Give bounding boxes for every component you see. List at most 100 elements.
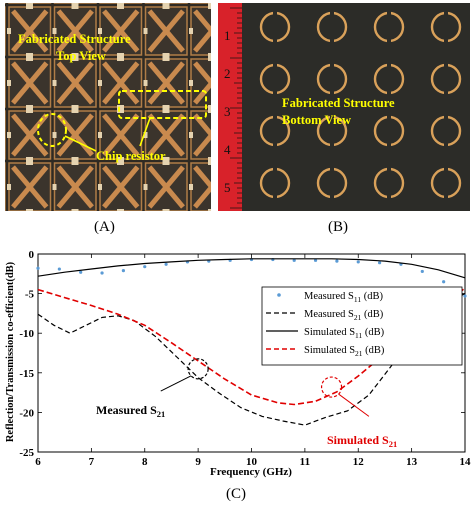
annotation-layer: Measured S21 Simulated S21 (96, 358, 397, 449)
ring-gap (444, 63, 448, 67)
legend-label: Simulated S21 (dB) (304, 345, 385, 358)
ring-gap (387, 115, 391, 119)
ruler-number: 1 (224, 28, 231, 43)
ring-gap (330, 39, 334, 43)
legend-label: Measured S11 (dB) (304, 291, 383, 304)
panel-c-label: (C) (226, 486, 246, 502)
ring-gap (387, 167, 391, 171)
panel-a-top-view: Fabricated Structure Top View Chip resis… (5, 3, 211, 235)
measured-s11-point (164, 262, 168, 266)
copper-ring-grid (259, 11, 462, 199)
x-tick-label: 13 (406, 456, 418, 468)
ring-gap (273, 195, 277, 199)
ring-gap (273, 167, 277, 171)
ring-gap (273, 143, 277, 147)
ring-gap (330, 11, 334, 15)
ring-gap (330, 143, 334, 147)
ring-gap (330, 195, 334, 199)
ring-gap (273, 39, 277, 43)
y-tick-label: -15 (19, 368, 34, 380)
legend-label: Simulated S11 (dB) (304, 327, 385, 340)
bottom-view-title-line1: Fabricated Structure (282, 96, 395, 110)
ruler-number: 3 (224, 104, 231, 119)
x-tick-label: 11 (300, 456, 310, 468)
x-tick-label: 6 (35, 456, 41, 468)
ring-gap (444, 91, 448, 95)
x-axis-ticks: 6 7 8 9 10 11 12 13 14 (35, 254, 471, 468)
y-tick-label: -20 (19, 407, 34, 419)
y-tick-label: -10 (19, 328, 34, 340)
x-tick-label: 10 (246, 456, 258, 468)
ring-gap (444, 39, 448, 43)
ring-gap (387, 39, 391, 43)
ruler-number: 4 (224, 142, 231, 157)
measured-s11-point (143, 265, 147, 269)
legend-label: Measured S21 (dB) (304, 309, 384, 322)
chip-resistor-box-highlight (118, 90, 207, 119)
legend: Measured S11 (dB) Measured S21 (dB) Simula… (261, 286, 463, 366)
top-view-title-line2: Top View (56, 49, 106, 63)
ring-gap (387, 63, 391, 67)
measured-s21-line (37, 293, 466, 426)
ring-gap (387, 195, 391, 199)
ring-gap (444, 11, 448, 15)
ring-gap (444, 195, 448, 199)
simulated-s11-line (37, 258, 466, 279)
x-tick-label: 8 (142, 456, 148, 468)
annotation-label: Measured S21 (96, 403, 165, 419)
panel-b-label: (B) (328, 219, 348, 235)
x-tick-label: 14 (460, 456, 472, 468)
annotation-arrow (338, 393, 370, 417)
measured-s11-point (356, 260, 360, 264)
ring-gap (444, 115, 448, 119)
measured-s11-point (335, 259, 339, 263)
x-axis-label: Frequency (GHz) (210, 466, 292, 478)
y-axis-label: Reflection/Transmission co-efficient(dB) (5, 261, 16, 442)
ring-gap (273, 63, 277, 67)
ring-gap (330, 63, 334, 67)
measured-s11-point (100, 271, 104, 275)
ruler-number: 2 (224, 66, 231, 81)
ring-gap (273, 11, 277, 15)
ring-gap (273, 91, 277, 95)
x-tick-label: 7 (89, 456, 95, 468)
ring-gap (330, 167, 334, 171)
ruler-number: 5 (224, 180, 231, 195)
measured-s11-point (79, 270, 83, 274)
measured-s11-point (292, 258, 296, 262)
measured-s11-point (36, 266, 40, 270)
y-tick-label: -5 (25, 289, 35, 301)
ring-gap (387, 143, 391, 147)
measured-s11-point (57, 267, 61, 271)
ring-gap (387, 91, 391, 95)
measured-s11-point (378, 261, 382, 265)
x-tick-label: 9 (195, 456, 201, 468)
legend-box (261, 286, 463, 366)
callout-line-left (64, 135, 97, 152)
callout-line-right (139, 117, 151, 147)
ring-gap (273, 115, 277, 119)
ring-gap (330, 91, 334, 95)
annotation-arrow (160, 375, 192, 392)
measured-s11-point (121, 269, 125, 273)
top-view-title-line1: Fabricated Structure (18, 32, 131, 46)
x-tick-label: 12 (353, 456, 365, 468)
ruler-ticks (230, 7, 242, 209)
panel-c-chart: 6 7 8 9 10 11 12 13 14 0 -5 -10 -15 -20 -25 Measured … (5, 249, 471, 502)
chip-resistor-label: Chip resistor (96, 149, 166, 163)
chip-resistor-circle-highlight (37, 113, 67, 147)
ring-gap (444, 167, 448, 171)
ring-gap (330, 115, 334, 119)
ring-gap (387, 11, 391, 15)
measured-s11-point (463, 294, 467, 298)
measured-s11-point (313, 258, 318, 262)
measured-s11-point (420, 269, 424, 274)
measured-s11-point (442, 280, 446, 284)
top-view-cells (5, 3, 211, 211)
bottom-view-title-line2: Bottom View (282, 113, 351, 127)
ruler-numbers: 1 2 3 4 5 (224, 28, 231, 195)
annotation-circle (320, 376, 343, 398)
legend-marker (277, 293, 281, 297)
panel-b-bottom-view: 1 2 3 4 5 Fabricated Structure Bottom View (… (218, 3, 470, 235)
